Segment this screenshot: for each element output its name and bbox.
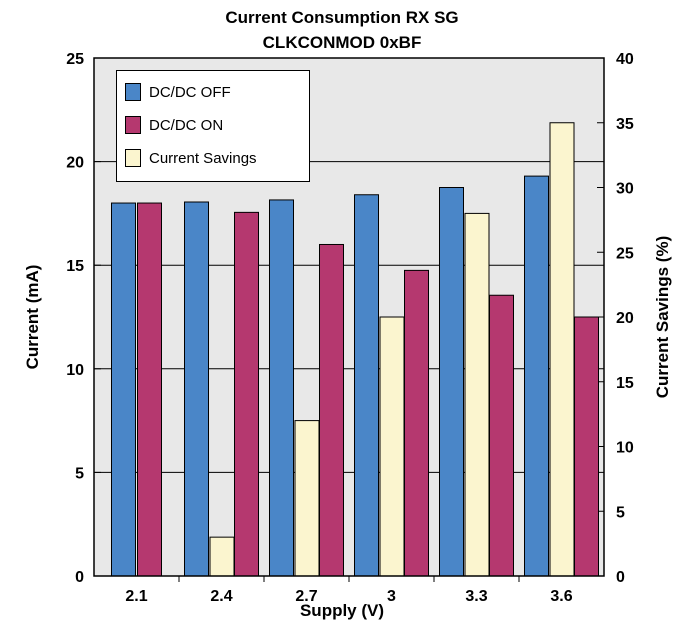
y-tick-label: 5 — [75, 465, 84, 482]
legend-swatch-current-savings — [125, 149, 141, 167]
y2-tick-label: 5 — [616, 504, 625, 521]
y2-tick-label: 35 — [616, 116, 634, 133]
bar-dc-dc-on — [234, 211, 259, 577]
y2-tick-label: 15 — [616, 375, 634, 392]
bar-dc-dc-on — [137, 202, 162, 577]
legend: DC/DC OFF DC/DC ON Current Savings — [116, 70, 310, 182]
chart-title: Current Consumption RX SG — [225, 8, 459, 27]
bar-dc-dc-off — [439, 187, 464, 577]
x-tick-label: 2.1 — [125, 588, 147, 605]
x-tick-label: 3.6 — [550, 588, 572, 605]
legend-item-current-savings: Current Savings — [125, 147, 257, 169]
y-tick-label: 20 — [66, 155, 84, 172]
y2-tick-label: 40 — [616, 51, 634, 68]
y-tick-label: 15 — [66, 258, 84, 275]
y2-tick-label: 30 — [616, 181, 634, 198]
bar-dc-dc-off — [524, 175, 549, 577]
y2-tick-label: 20 — [616, 310, 634, 327]
plot-frame — [93, 57, 605, 577]
bar-current-savings — [379, 316, 405, 577]
y-tick-label: 0 — [75, 569, 84, 586]
y-tick-label: 10 — [66, 362, 84, 379]
x-tick-label: 3 — [387, 588, 396, 605]
bar-current-savings — [294, 420, 320, 577]
y-axis-title: Current (mA) — [23, 265, 42, 370]
bar-dc-dc-off — [269, 199, 294, 577]
bar-dc-dc-on — [489, 294, 514, 577]
legend-label-dcdc-off: DC/DC OFF — [149, 83, 231, 101]
bar-current-savings — [209, 536, 235, 577]
bar-dc-dc-off — [111, 202, 136, 577]
y2-axis-title: Current Savings (%) — [653, 236, 672, 398]
legend-swatch-dcdc-on — [125, 116, 141, 134]
bar-dc-dc-off — [354, 194, 379, 577]
x-axis-title: Supply (V) — [300, 601, 384, 620]
legend-label-current-savings: Current Savings — [149, 149, 257, 167]
x-tick-label: 2.4 — [210, 588, 232, 605]
x-tick-label: 2.7 — [295, 588, 317, 605]
bar-dc-dc-on — [574, 316, 599, 577]
y2-tick-label: 0 — [616, 569, 625, 586]
bar-current-savings — [549, 122, 575, 577]
chart-subtitle: CLKCONMOD 0xBF — [262, 33, 422, 52]
bar-dc-dc-off — [184, 201, 209, 577]
y-tick-label: 25 — [66, 51, 84, 68]
bar-current-savings — [464, 212, 490, 577]
legend-item-dcdc-off: DC/DC OFF — [125, 81, 231, 103]
bar-dc-dc-on — [319, 243, 344, 577]
y2-tick-label: 10 — [616, 440, 634, 457]
x-tick-label: 3.3 — [465, 588, 487, 605]
bar-dc-dc-on — [404, 269, 429, 577]
legend-item-dcdc-on: DC/DC ON — [125, 114, 223, 136]
legend-label-dcdc-on: DC/DC ON — [149, 116, 224, 134]
y2-tick-label: 25 — [616, 245, 634, 262]
legend-swatch-dcdc-off — [125, 83, 141, 101]
